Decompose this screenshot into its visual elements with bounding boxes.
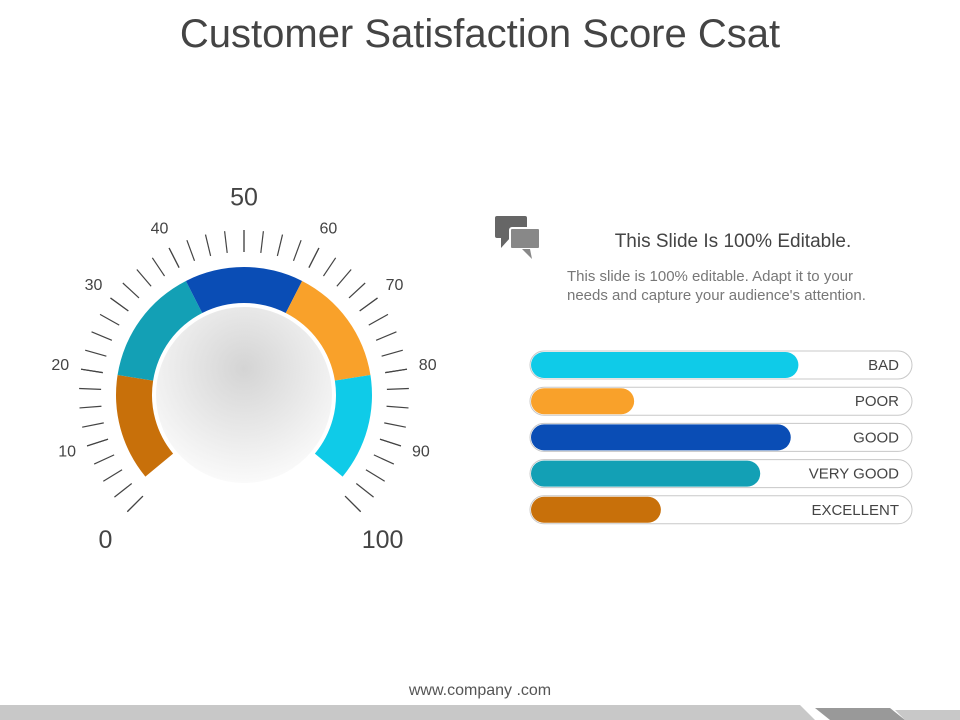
tick-label: 100	[362, 526, 404, 554]
gauge-segment	[314, 374, 372, 477]
footer-band	[0, 705, 815, 720]
minor-tick	[79, 387, 102, 390]
tick-mark	[344, 495, 362, 513]
minor-tick	[292, 239, 302, 262]
minor-tick	[85, 349, 107, 357]
minor-tick	[260, 231, 264, 254]
minor-tick	[82, 422, 104, 428]
progress-label: BAD	[868, 357, 899, 374]
minor-tick	[386, 387, 409, 390]
progress-label: POOR	[855, 393, 899, 410]
minor-tick	[93, 454, 115, 465]
tick-mark	[168, 247, 180, 268]
minor-tick	[151, 257, 166, 277]
minor-tick	[365, 469, 385, 482]
minor-tick	[355, 483, 374, 498]
tick-label: 60	[320, 220, 338, 237]
gauge-segment	[116, 374, 174, 477]
tick-label: 90	[412, 444, 430, 461]
title: Customer Satisfaction Score Csat	[179, 12, 781, 56]
tick-label: 10	[58, 444, 76, 461]
minor-tick	[336, 269, 352, 287]
footer-band	[815, 708, 905, 720]
progress-bar	[531, 460, 761, 487]
tick-label: 20	[51, 357, 69, 374]
gauge-center	[156, 307, 332, 483]
minor-tick	[276, 234, 284, 257]
tick-mark	[86, 438, 109, 447]
tick-label: 30	[85, 277, 103, 294]
minor-tick	[79, 405, 102, 409]
minor-tick	[91, 331, 113, 341]
gauge-segment	[185, 267, 303, 314]
minor-tick	[103, 469, 123, 482]
tick-mark	[385, 368, 408, 374]
tick-label: 50	[230, 184, 258, 212]
tick-mark	[126, 495, 144, 513]
minor-tick	[204, 234, 212, 257]
progress-bar	[531, 424, 791, 451]
minor-tick	[375, 331, 397, 341]
minor-tick	[186, 239, 196, 262]
tick-label: 40	[151, 220, 169, 237]
minor-tick	[373, 454, 395, 465]
gauge-segment	[285, 280, 371, 381]
tick-mark	[379, 438, 402, 447]
chat-icon	[495, 216, 541, 259]
tick-mark	[80, 368, 103, 374]
text-heading: This Slide Is 100% Editable.	[614, 231, 852, 252]
minor-tick	[224, 231, 228, 254]
minor-tick	[136, 269, 152, 287]
minor-tick	[386, 405, 409, 409]
progress-bar	[531, 388, 635, 415]
text-body: This slide is 100% editable. Adapt it to…	[567, 268, 866, 304]
minor-tick	[122, 282, 140, 299]
progress-bar	[531, 496, 661, 523]
minor-tick	[348, 282, 366, 299]
tick-mark	[308, 247, 320, 268]
progress-label: EXCELLENT	[811, 502, 899, 519]
minor-tick	[381, 349, 403, 357]
minor-tick	[114, 483, 133, 498]
progress-label: GOOD	[853, 429, 899, 446]
footer-band	[895, 710, 960, 720]
progress-label: VERY GOOD	[809, 466, 899, 483]
tick-label: 80	[419, 357, 437, 374]
tick-mark	[110, 297, 129, 312]
footer: www.company .com	[408, 682, 552, 699]
gauge-segment	[117, 280, 203, 381]
tick-label: 0	[98, 526, 112, 554]
progress-bar	[531, 352, 799, 378]
minor-tick	[99, 313, 120, 326]
minor-tick	[384, 422, 406, 428]
minor-tick	[368, 313, 389, 326]
tick-label: 70	[386, 277, 404, 294]
tick-mark	[359, 297, 378, 312]
minor-tick	[322, 257, 337, 277]
